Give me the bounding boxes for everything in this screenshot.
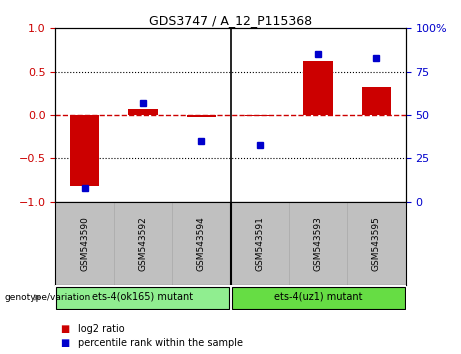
Text: GSM543592: GSM543592 [138, 216, 148, 271]
Bar [128, 109, 158, 115]
Text: ets-4(ok165) mutant: ets-4(ok165) mutant [92, 292, 194, 302]
Text: ■: ■ [60, 324, 69, 334]
Text: ets-4(uz1) mutant: ets-4(uz1) mutant [274, 292, 362, 302]
Title: GDS3747 / A_12_P115368: GDS3747 / A_12_P115368 [149, 14, 312, 27]
Text: GSM543590: GSM543590 [80, 216, 89, 271]
Bar [245, 115, 274, 116]
Text: GSM543593: GSM543593 [313, 216, 323, 271]
Bar [57, 287, 229, 308]
Text: GSM543595: GSM543595 [372, 216, 381, 271]
Bar [70, 115, 99, 186]
Bar [362, 87, 391, 115]
Text: GSM543591: GSM543591 [255, 216, 264, 271]
Text: ■: ■ [60, 338, 69, 348]
Text: percentile rank within the sample: percentile rank within the sample [78, 338, 243, 348]
Bar [303, 61, 333, 115]
Bar [232, 287, 404, 308]
Text: log2 ratio: log2 ratio [78, 324, 125, 334]
Bar [187, 115, 216, 117]
Text: genotype/variation: genotype/variation [5, 293, 91, 302]
Text: GSM543594: GSM543594 [197, 216, 206, 271]
